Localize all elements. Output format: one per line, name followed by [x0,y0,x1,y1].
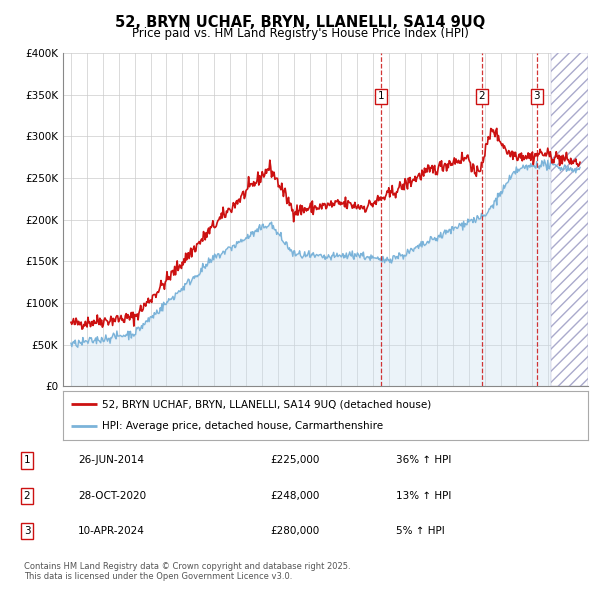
Text: 2: 2 [479,91,485,101]
Text: 52, BRYN UCHAF, BRYN, LLANELLI, SA14 9UQ (detached house): 52, BRYN UCHAF, BRYN, LLANELLI, SA14 9UQ… [103,399,431,409]
Text: 26-JUN-2014: 26-JUN-2014 [78,455,144,466]
Text: 3: 3 [23,526,31,536]
Text: 3: 3 [533,91,540,101]
Text: HPI: Average price, detached house, Carmarthenshire: HPI: Average price, detached house, Carm… [103,421,383,431]
Text: 28-OCT-2020: 28-OCT-2020 [78,491,146,501]
Bar [551,53,588,386]
Text: 36% ↑ HPI: 36% ↑ HPI [396,455,451,466]
Text: Contains HM Land Registry data © Crown copyright and database right 2025.
This d: Contains HM Land Registry data © Crown c… [24,562,350,581]
Text: £280,000: £280,000 [270,526,319,536]
Text: 1: 1 [23,455,31,466]
Bar [551,53,588,386]
Text: 1: 1 [378,91,385,101]
Text: 2: 2 [23,491,31,501]
Text: Price paid vs. HM Land Registry's House Price Index (HPI): Price paid vs. HM Land Registry's House … [131,27,469,40]
Text: 10-APR-2024: 10-APR-2024 [78,526,145,536]
Text: £248,000: £248,000 [270,491,319,501]
Text: 5% ↑ HPI: 5% ↑ HPI [396,526,445,536]
Text: £225,000: £225,000 [270,455,319,466]
Text: 52, BRYN UCHAF, BRYN, LLANELLI, SA14 9UQ: 52, BRYN UCHAF, BRYN, LLANELLI, SA14 9UQ [115,15,485,30]
Text: 13% ↑ HPI: 13% ↑ HPI [396,491,451,501]
